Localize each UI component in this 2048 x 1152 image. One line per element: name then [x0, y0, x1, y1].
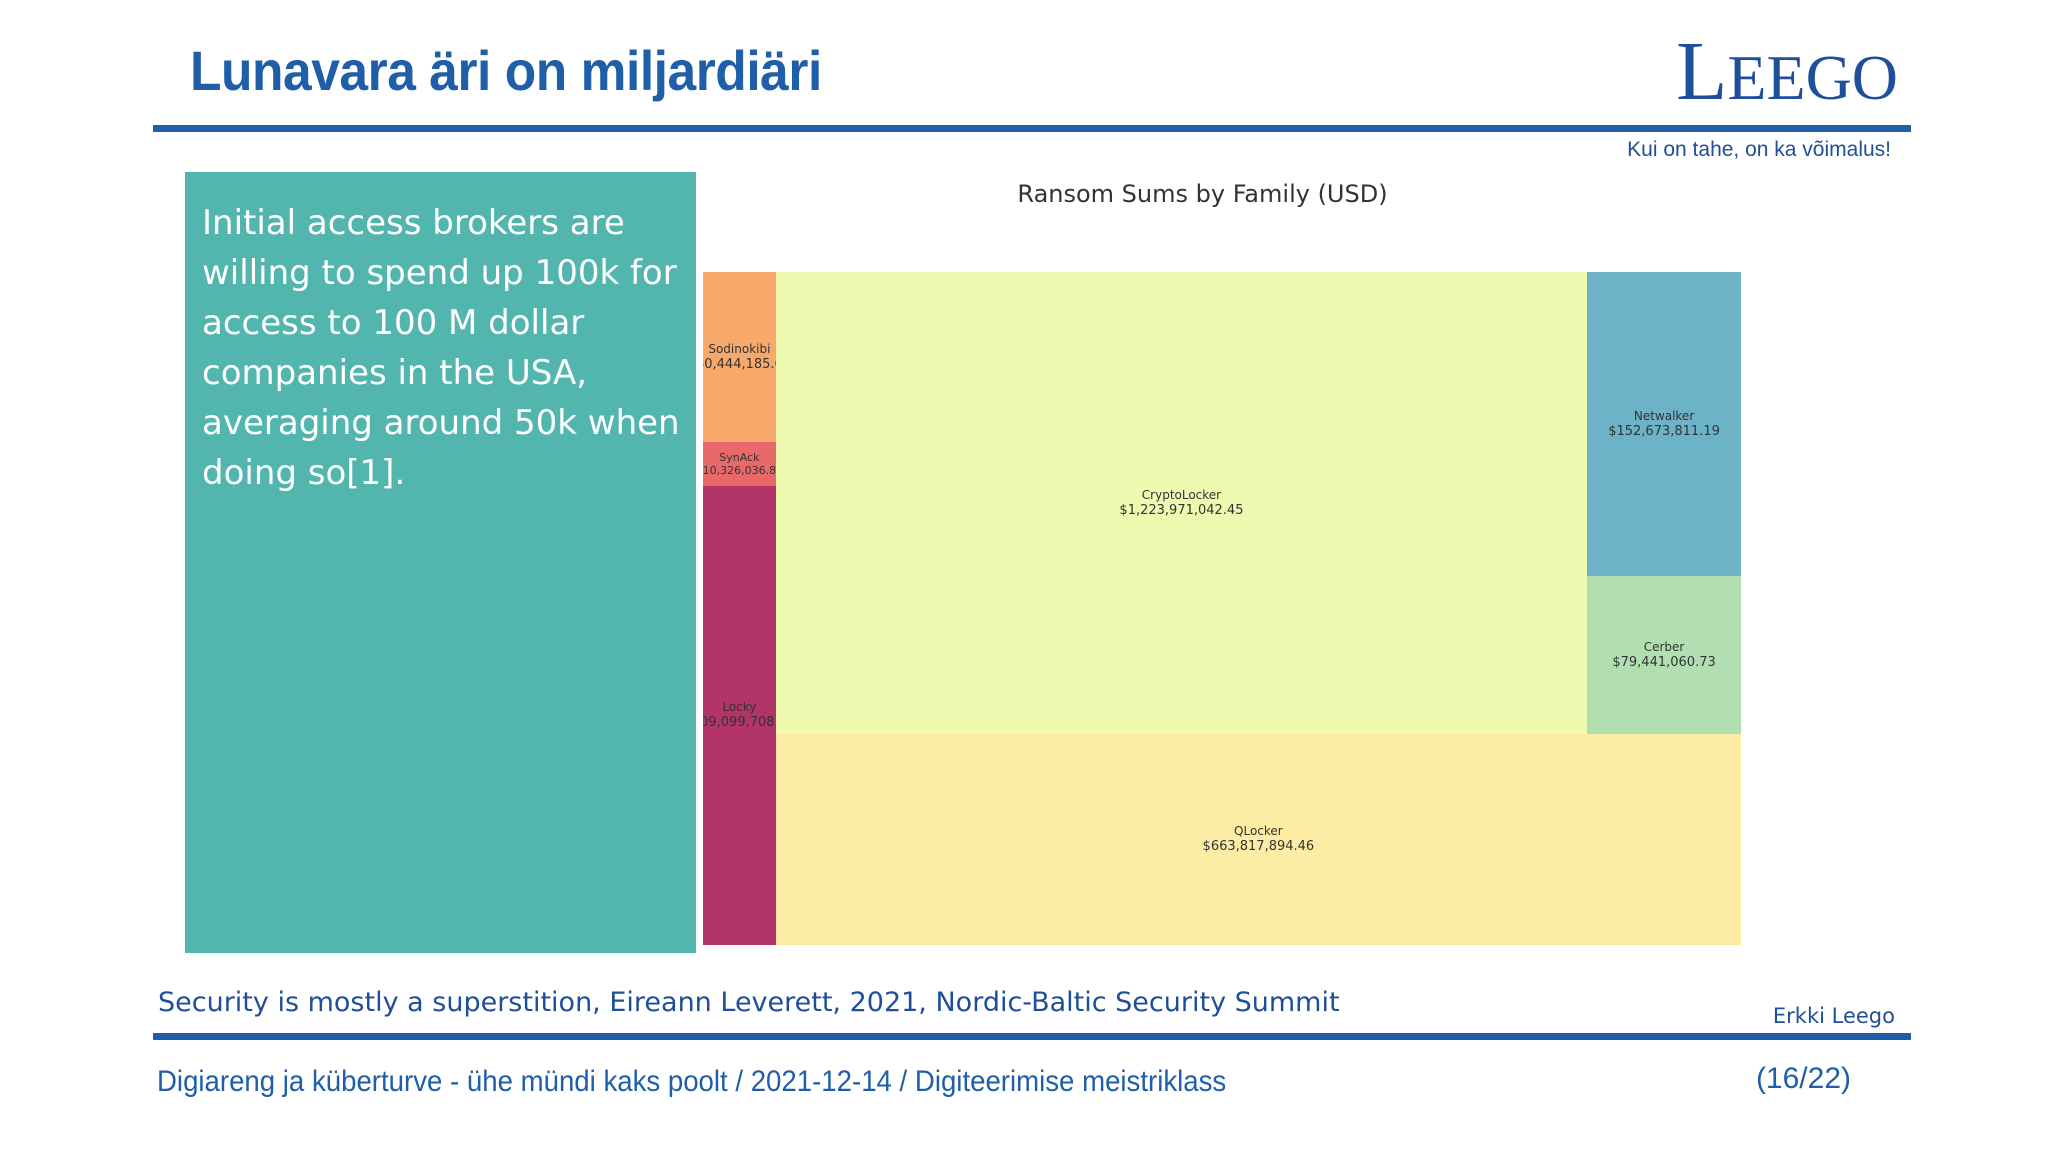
info-panel-text: Initial access brokers are willing to sp…	[202, 203, 680, 493]
logo-tagline: Kui on tahe, on ka võimalus!	[1627, 138, 1891, 161]
author-name: Erkki Leego	[1772, 1004, 1895, 1028]
logo-rest: EEGO	[1727, 42, 1898, 113]
treemap-label-cerber: Cerber	[1643, 639, 1685, 654]
treemap-plot: Sodinokibi$40,444,185.64SynAck$10,326,03…	[703, 272, 1741, 945]
treemap-value-synack: $10,326,036.84	[703, 463, 776, 477]
treemap-value-sodinokibi: $40,444,185.64	[703, 356, 776, 372]
treemap-label-netwalker: Netwalker	[1633, 408, 1695, 423]
leego-logo: LEEGO	[1676, 30, 1898, 114]
page-number: (16/22)	[1755, 1062, 1851, 1095]
treemap-tile-cerber: Cerber $79,441,060.73	[1587, 576, 1741, 735]
treemap-value-cryptolocker: $1,223,971,042.45	[1119, 502, 1244, 518]
slide-title: Lunavara äri on miljardiäri	[190, 39, 822, 102]
treemap-label-cryptolocker: CryptoLocker	[1141, 487, 1222, 502]
treemap-value-qlocker: $663,817,894.46	[1202, 839, 1315, 855]
treemap-label-qlocker: QLocker	[1234, 824, 1283, 839]
treemap-chart: Ransom Sums by Family (USD) Sodinokibi$4…	[700, 160, 1920, 960]
chart-title: Ransom Sums by Family (USD)	[1017, 180, 1388, 208]
treemap-value-cerber: $79,441,060.73	[1612, 654, 1716, 670]
treemap-tile-synack: SynAck$10,326,036.84	[703, 442, 776, 486]
treemap-tile-cryptolocker: CryptoLocker $1,223,971,042.45	[775, 272, 1588, 735]
treemap-value-netwalker: $152,673,811.19	[1608, 423, 1720, 439]
footer-divider	[153, 1033, 1911, 1040]
header-divider	[153, 125, 1911, 132]
treemap-label-synack: SynAck	[719, 450, 760, 464]
treemap-label-locky: Locky	[722, 699, 757, 714]
treemap-tile-sodinokibi: Sodinokibi$40,444,185.64	[703, 272, 776, 443]
footer-text: Digiareng ja küberturve - ühe mündi kaks…	[157, 1065, 1227, 1098]
treemap-tile-locky: Locky$109,099,708.08	[703, 485, 776, 945]
source-citation: Security is mostly a superstition, Eirea…	[158, 987, 1340, 1018]
info-panel: Initial access brokers are willing to sp…	[185, 172, 696, 953]
treemap-tile-netwalker: Netwalker $152,673,811.19	[1587, 272, 1741, 577]
treemap-label-sodinokibi: Sodinokibi	[708, 341, 771, 356]
treemap-tile-qlocker: QLocker $663,817,894.46	[775, 734, 1741, 945]
logo-initial: L	[1676, 25, 1728, 118]
treemap-value-locky: $109,099,708.08	[703, 714, 776, 730]
